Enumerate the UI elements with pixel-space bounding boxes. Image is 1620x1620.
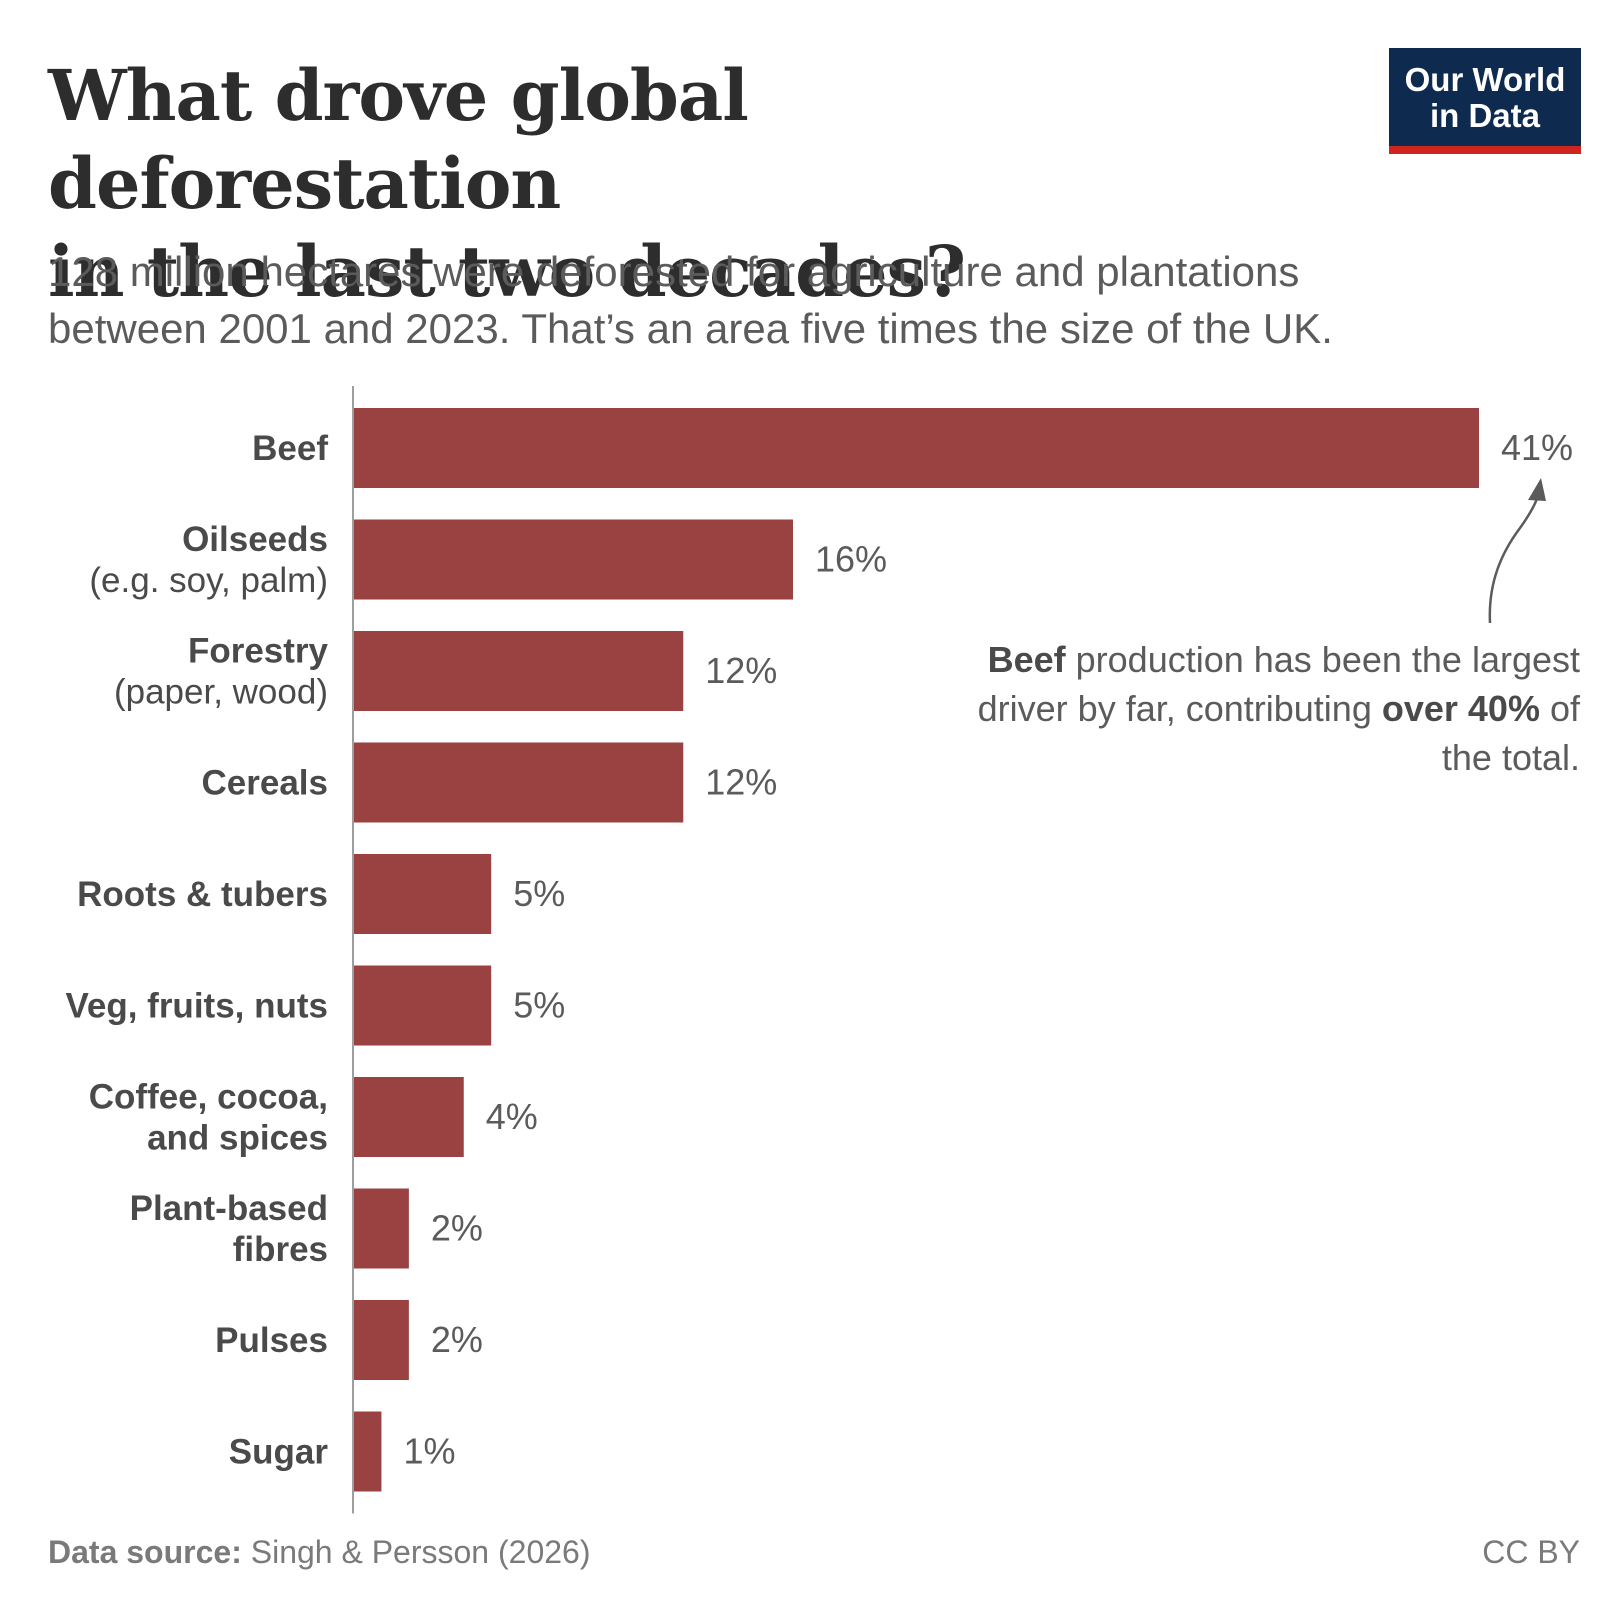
data-source-label: Data source: (48, 1534, 242, 1570)
bar-chart: 41% Beef 16% Oilseeds(e.g. soy, palm) 12% For… (65, 386, 1573, 1514)
bar-3 (354, 631, 684, 711)
chart-title: What drove global deforestation in the l… (48, 52, 1248, 316)
annotation-bold-beef: Beef (987, 639, 1066, 680)
category-label-3-line-2: (paper, wood) (114, 673, 328, 712)
annotation-bold-share: over 40% (1381, 688, 1540, 729)
category-label-7: Coffee, cocoa, (89, 1078, 328, 1117)
category-label-9: Pulses (215, 1321, 328, 1360)
value-label-10: 1% (403, 1431, 455, 1472)
category-label-6: Veg, fruits, nuts (65, 987, 328, 1026)
category-label-8: Plant-based (130, 1189, 328, 1228)
chart-subtitle: 128 million hectares were deforested for… (48, 243, 1568, 357)
bar-4 (354, 742, 684, 823)
category-label-1: Beef (252, 429, 328, 468)
value-label-1: 41% (1501, 427, 1573, 468)
bar-7 (354, 1077, 464, 1157)
category-label-4: Cereals (202, 764, 328, 803)
value-label-6: 5% (513, 985, 565, 1026)
category-label-3: Forestry (188, 632, 329, 671)
bar-9 (354, 1300, 409, 1380)
bar-5 (354, 854, 492, 934)
title-line-2: in the last two decades? (48, 230, 966, 313)
category-label-7-line-2: and spices (147, 1119, 328, 1158)
subtitle-line-1: 128 million hectares were deforested for… (48, 248, 1300, 295)
data-source-text: Singh & Persson (2026) (241, 1534, 591, 1570)
beef-annotation: Beef production has been the largest dri… (960, 635, 1580, 782)
category-label-8-line-2: fibres (233, 1230, 328, 1269)
logo-line-2: in Data (1429, 97, 1541, 134)
value-label-7: 4% (486, 1096, 538, 1137)
license-label[interactable]: CC BY (1482, 1534, 1580, 1570)
value-label-9: 2% (431, 1319, 483, 1360)
category-label-2: Oilseeds (182, 520, 328, 559)
subtitle-line-2: between 2001 and 2023. That’s an area fi… (48, 305, 1333, 352)
value-label-8: 2% (431, 1208, 483, 1249)
bar-6 (354, 965, 492, 1046)
value-label-5: 5% (513, 873, 565, 914)
annotation-arrow (1488, 491, 1541, 624)
value-label-4: 12% (705, 762, 777, 803)
bar-1 (354, 408, 1479, 488)
annotation-arrowhead-icon (1528, 478, 1546, 501)
bar-8 (354, 1188, 409, 1269)
data-source: Data source: Singh & Persson (2026) (48, 1534, 590, 1571)
value-label-2: 16% (815, 539, 887, 580)
category-label-2-line-2: (e.g. soy, palm) (89, 561, 328, 600)
bar-2 (354, 519, 794, 600)
owid-logo[interactable]: Our World in Data (1389, 48, 1581, 154)
title-line-1: What drove global deforestation (48, 54, 749, 225)
value-label-3: 12% (705, 650, 777, 691)
annotation-text-2: of the total. (1441, 688, 1580, 778)
category-label-5: Roots & tubers (77, 875, 328, 914)
annotation-text-1: production has been the largest driver b… (977, 639, 1580, 729)
bar-10 (354, 1411, 382, 1492)
category-label-10: Sugar (229, 1433, 329, 1472)
logo-line-1: Our World (1404, 61, 1566, 98)
